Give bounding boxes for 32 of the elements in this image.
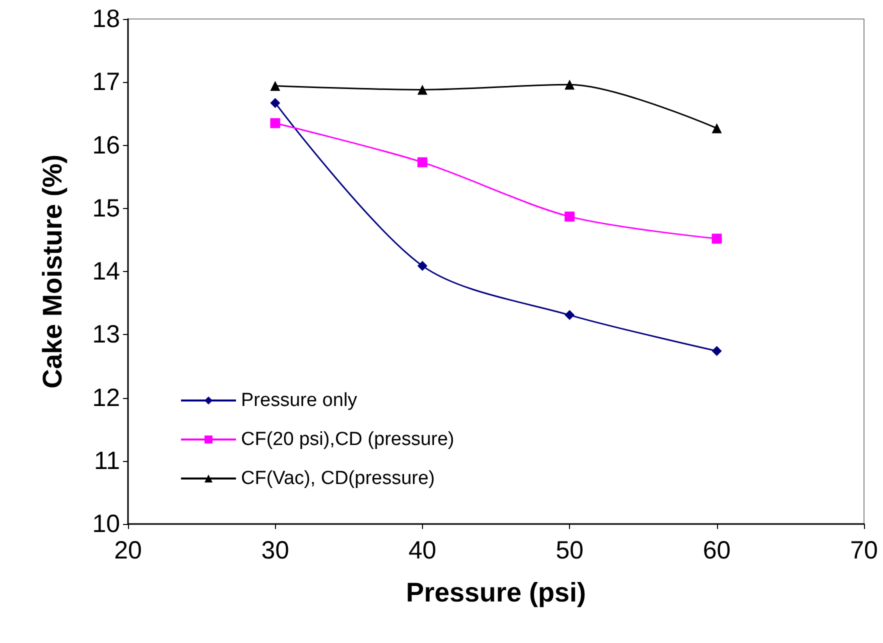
y-tick-label: 14 xyxy=(92,258,120,286)
point xyxy=(712,346,722,356)
point xyxy=(712,123,722,134)
legend-label: CF(Vac), CD(pressure) xyxy=(241,468,435,489)
point xyxy=(270,118,280,128)
y-tick-label: 15 xyxy=(92,194,120,222)
y-tick-label: 13 xyxy=(92,320,120,349)
y-tick-label: 12 xyxy=(92,384,120,412)
point xyxy=(564,80,575,90)
point xyxy=(270,98,280,108)
x-tick-label: 20 xyxy=(114,536,142,564)
y-axis-title: Cake Moisture (%) xyxy=(38,154,68,389)
x-axis-title: Pressure (psi) xyxy=(406,578,586,608)
point xyxy=(712,234,722,244)
y-tick-label: 16 xyxy=(92,131,120,160)
legend-label: Pressure only xyxy=(241,390,358,411)
point xyxy=(417,84,428,95)
y-tick-label: 10 xyxy=(92,510,120,538)
point xyxy=(564,212,575,222)
legend-label: CF(20 psi),CD (pressure) xyxy=(241,429,454,450)
y-tick-label: 17 xyxy=(92,68,120,96)
x-tick-label: 60 xyxy=(702,536,731,564)
x-tick-label: 50 xyxy=(556,536,584,564)
y-tick-label: 11 xyxy=(94,446,120,475)
point xyxy=(270,80,280,91)
point xyxy=(417,260,428,271)
point xyxy=(564,310,575,320)
x-tick-label: 40 xyxy=(408,536,436,564)
point xyxy=(417,157,428,168)
y-tick-label: 18 xyxy=(92,5,120,33)
x-tick-label: 30 xyxy=(261,536,290,564)
x-tick-label: 70 xyxy=(850,536,878,564)
